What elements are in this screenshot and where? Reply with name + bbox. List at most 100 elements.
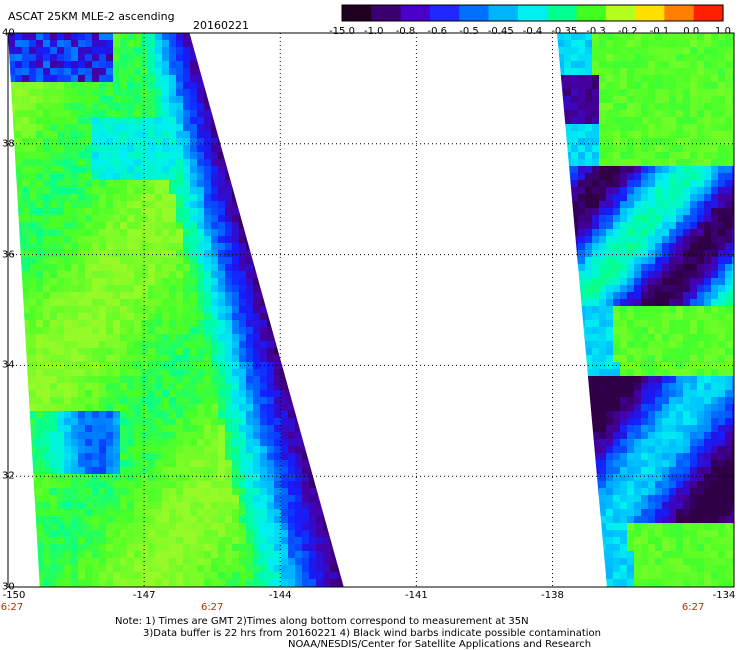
data-cell — [85, 453, 92, 460]
data-cell — [239, 278, 246, 285]
data-cell — [176, 47, 183, 54]
data-cell — [78, 474, 85, 481]
data-cell — [718, 488, 725, 495]
data-cell — [697, 33, 704, 40]
data-cell — [330, 579, 337, 586]
data-cell — [183, 488, 190, 495]
data-cell — [599, 572, 606, 579]
data-cell — [127, 530, 134, 537]
data-cell — [669, 40, 676, 47]
data-cell — [669, 502, 676, 509]
data-cell — [620, 166, 627, 173]
colorbar-swatch — [635, 5, 665, 21]
data-cell — [190, 285, 197, 292]
data-cell — [211, 173, 218, 180]
data-cell — [232, 229, 239, 236]
data-cell — [204, 257, 211, 264]
data-cell — [697, 537, 704, 544]
data-cell — [662, 327, 669, 334]
data-cell — [232, 530, 239, 537]
data-cell — [648, 180, 655, 187]
data-cell — [239, 460, 246, 467]
data-cell — [78, 250, 85, 257]
data-cell — [718, 187, 725, 194]
data-cell — [634, 572, 641, 579]
data-cell — [634, 369, 641, 376]
data-cell — [655, 411, 662, 418]
data-cell — [732, 376, 734, 383]
data-cell — [232, 278, 239, 285]
data-cell — [57, 173, 64, 180]
data-cell — [113, 488, 120, 495]
data-cell — [218, 166, 225, 173]
data-cell — [288, 460, 295, 467]
data-cell — [127, 187, 134, 194]
data-cell — [155, 432, 162, 439]
data-cell — [585, 152, 592, 159]
data-cell — [155, 33, 162, 40]
data-cell — [50, 439, 57, 446]
data-cell — [183, 425, 190, 432]
data-cell — [197, 264, 204, 271]
data-cell — [71, 523, 78, 530]
data-cell — [697, 299, 704, 306]
data-cell — [78, 495, 85, 502]
data-cell — [697, 579, 704, 586]
data-cell — [162, 481, 169, 488]
data-cell — [64, 474, 71, 481]
data-cell — [22, 292, 29, 299]
data-cell — [99, 33, 106, 40]
data-cell — [704, 425, 711, 432]
data-cell — [253, 257, 260, 264]
data-cell — [725, 411, 732, 418]
data-cell — [585, 201, 592, 208]
data-cell — [134, 425, 141, 432]
data-cell — [662, 180, 669, 187]
data-cell — [99, 75, 106, 82]
data-cell — [571, 82, 578, 89]
longitude-label: -141 — [405, 590, 428, 601]
data-cell — [120, 110, 127, 117]
data-cell — [183, 152, 190, 159]
data-cell — [92, 369, 99, 376]
data-cell — [197, 544, 204, 551]
data-cell — [169, 530, 176, 537]
data-cell — [148, 495, 155, 502]
data-cell — [725, 243, 732, 250]
data-cell — [669, 558, 676, 565]
data-cell — [92, 362, 99, 369]
data-cell — [22, 334, 29, 341]
data-cell — [64, 397, 71, 404]
data-cell — [676, 418, 683, 425]
data-cell — [92, 271, 99, 278]
data-cell — [281, 565, 288, 572]
data-cell — [634, 348, 641, 355]
data-cell — [204, 544, 211, 551]
data-cell — [92, 313, 99, 320]
data-cell — [585, 383, 592, 390]
data-cell — [211, 551, 218, 558]
longitude-label: -144 — [268, 590, 292, 601]
data-cell — [141, 124, 148, 131]
data-cell — [662, 243, 669, 250]
data-cell — [169, 355, 176, 362]
data-cell — [274, 383, 281, 390]
data-cell — [690, 467, 697, 474]
data-cell — [260, 383, 267, 390]
data-cell — [113, 82, 120, 89]
data-cell — [78, 187, 85, 194]
data-cell — [606, 460, 613, 467]
data-cell — [704, 54, 711, 61]
data-cell — [718, 222, 725, 229]
data-cell — [295, 530, 302, 537]
data-cell — [120, 208, 127, 215]
data-cell — [655, 201, 662, 208]
data-cell — [676, 320, 683, 327]
data-cell — [253, 355, 260, 362]
data-cell — [155, 481, 162, 488]
data-cell — [218, 509, 225, 516]
data-cell — [627, 124, 634, 131]
data-cell — [571, 54, 578, 61]
data-cell — [599, 271, 606, 278]
data-cell — [571, 40, 578, 47]
